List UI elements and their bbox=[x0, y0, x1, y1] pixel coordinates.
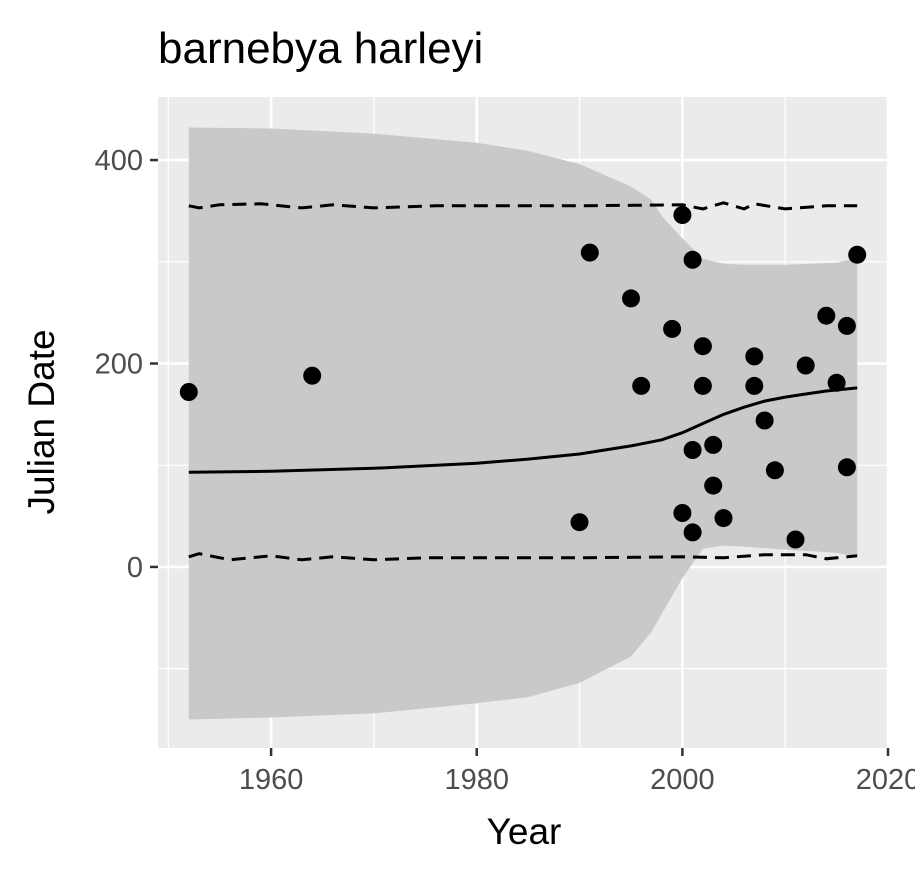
lower-dashed-line bbox=[188, 552, 858, 562]
data-point bbox=[683, 523, 702, 542]
y-tick-label: 200 bbox=[95, 349, 143, 381]
data-point bbox=[837, 316, 856, 335]
confidence-ribbon bbox=[188, 127, 858, 720]
data-point bbox=[622, 289, 640, 308]
y-tick-label: 400 bbox=[95, 145, 143, 177]
data-point bbox=[745, 347, 764, 366]
data-point bbox=[673, 206, 692, 224]
data-points bbox=[179, 206, 867, 549]
data-point bbox=[632, 376, 651, 395]
data-point bbox=[693, 337, 712, 356]
data-point bbox=[817, 306, 836, 325]
data-point bbox=[837, 458, 856, 477]
data-point bbox=[570, 513, 589, 532]
data-point bbox=[704, 476, 723, 495]
x-tick-label: 1980 bbox=[444, 764, 509, 796]
fit-line bbox=[188, 386, 858, 474]
data-point bbox=[796, 356, 815, 375]
data-point bbox=[755, 411, 774, 430]
chart-title: barnebya harleyi bbox=[158, 24, 483, 73]
data-point bbox=[673, 504, 692, 522]
data-point bbox=[704, 435, 723, 454]
data-point bbox=[714, 509, 733, 528]
y-axis: 0 200 400 bbox=[95, 145, 158, 584]
data-point bbox=[179, 383, 198, 401]
data-point bbox=[765, 461, 784, 480]
data-point bbox=[303, 366, 322, 385]
data-point bbox=[745, 376, 764, 395]
upper-dashed-line bbox=[188, 201, 858, 211]
y-tick-label: 0 bbox=[127, 552, 143, 584]
y-axis-title: Julian Date bbox=[21, 329, 62, 514]
data-point bbox=[683, 250, 702, 269]
data-point bbox=[663, 319, 682, 338]
data-point bbox=[693, 376, 712, 395]
x-tick-label: 2020 bbox=[856, 764, 915, 796]
data-point bbox=[683, 441, 702, 459]
x-tick-label: 1960 bbox=[239, 764, 304, 796]
data-point bbox=[827, 373, 846, 392]
x-axis: 1960 1980 2000 2020 bbox=[239, 748, 915, 796]
data-point bbox=[580, 243, 599, 262]
x-axis-title: Year bbox=[487, 811, 562, 852]
data-point bbox=[848, 245, 867, 264]
data-point bbox=[786, 530, 805, 549]
x-tick-label: 2000 bbox=[650, 764, 715, 796]
